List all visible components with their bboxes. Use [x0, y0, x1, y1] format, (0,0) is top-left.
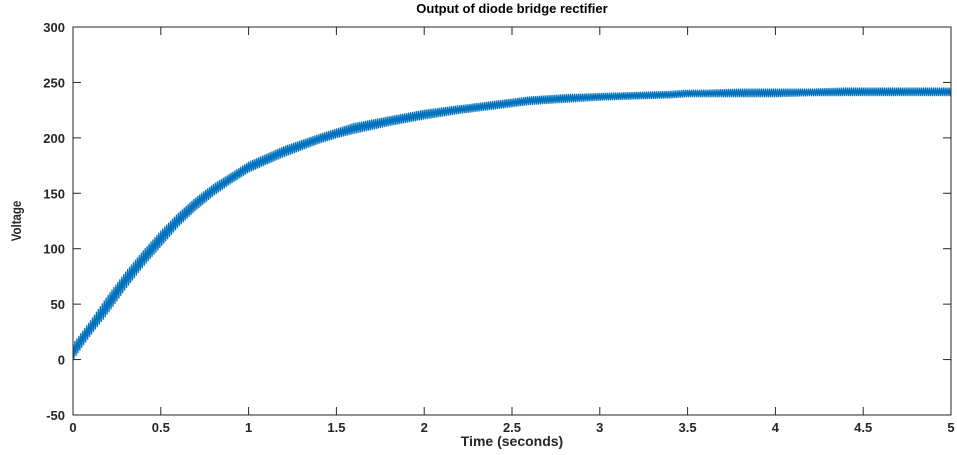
- x-tick-label: 3: [596, 420, 603, 435]
- plot-area: [72, 87, 952, 359]
- x-tick-label: 4: [772, 420, 780, 435]
- x-axis-title: Time (seconds): [461, 433, 563, 449]
- y-tick-label: -50: [46, 408, 65, 423]
- axes-box: [72, 26, 952, 416]
- x-tick-label: 0.5: [152, 420, 170, 435]
- x-tick-label: 2.5: [503, 420, 521, 435]
- y-tick-label: 300: [43, 20, 65, 35]
- y-axis-title: Voltage: [8, 201, 24, 242]
- x-tick-label: 1: [245, 420, 252, 435]
- series-0-line: [72, 87, 952, 359]
- chart-title: Output of diode bridge rectifier: [416, 1, 607, 16]
- x-tick-label: 1.5: [327, 420, 345, 435]
- y-tick-label: 250: [43, 75, 65, 90]
- y-tick-label: 50: [51, 297, 65, 312]
- y-tick-label: 100: [43, 242, 65, 257]
- x-tick-label: 4.5: [854, 420, 872, 435]
- y-tick-label: 200: [43, 131, 65, 146]
- x-tick-label: 3.5: [679, 420, 697, 435]
- x-tick-label: 5: [947, 420, 954, 435]
- y-axis-ticks: -50 0 50 100 150 200 250 300: [43, 20, 951, 423]
- y-tick-label: 0: [58, 353, 65, 368]
- x-tick-label: 2: [421, 420, 428, 435]
- x-axis-ticks: 0 0.5 1 1.5 2 2.5 3 3.5 4 4.5 5: [69, 27, 955, 435]
- x-tick-label: 0: [69, 420, 76, 435]
- y-tick-label: 150: [43, 186, 65, 201]
